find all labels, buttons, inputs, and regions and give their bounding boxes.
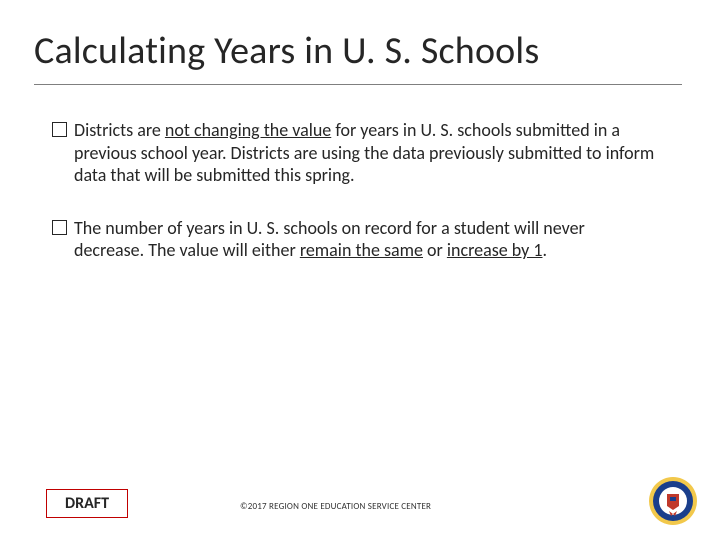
bullet-text-underline: increase by 1 (447, 239, 543, 261)
bullet-text-underline: remain the same (300, 239, 423, 261)
bullet-list: Districts are not changing the value for… (34, 119, 686, 262)
seal-icon (648, 476, 698, 526)
copyright-text: ©2017 REGION ONE EDUCATION SERVICE CENTE… (240, 501, 431, 512)
bullet-item: The number of years in U. S. schools on … (52, 217, 658, 262)
slide-title: Calculating Years in U. S. Schools (34, 28, 686, 74)
bullet-text-post: . (542, 239, 547, 261)
footer: DRAFT ©2017 REGION ONE EDUCATION SERVICE… (0, 480, 720, 540)
bullet-item: Districts are not changing the value for… (52, 119, 658, 187)
bullet-text-pre: Districts are (74, 119, 165, 141)
bullet-text-underline: not changing the value (165, 119, 331, 141)
bullet-text-mid: or (423, 239, 447, 261)
slide: Calculating Years in U. S. Schools Distr… (0, 0, 720, 540)
draft-badge: DRAFT (46, 489, 128, 518)
title-rule (34, 84, 682, 85)
